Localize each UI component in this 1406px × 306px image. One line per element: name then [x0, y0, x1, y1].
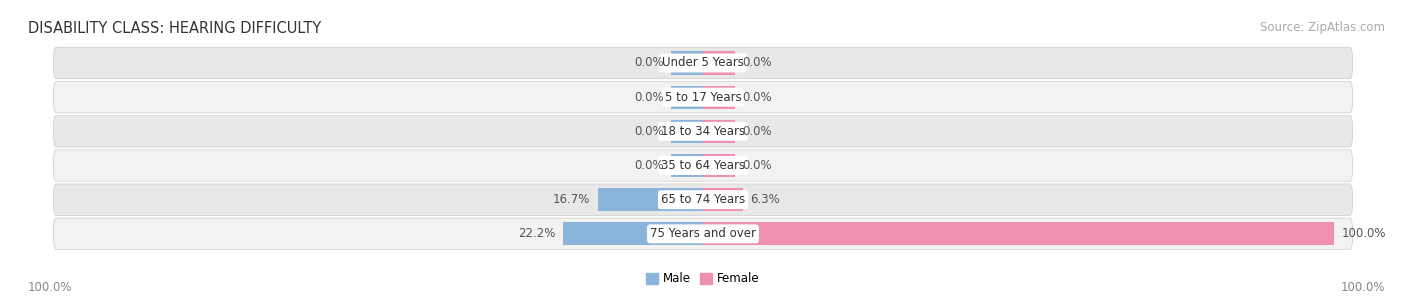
Text: 100.0%: 100.0%	[1340, 281, 1385, 294]
FancyBboxPatch shape	[53, 184, 1353, 215]
Bar	[703, 188, 742, 211]
Text: 0.0%: 0.0%	[634, 57, 664, 69]
FancyBboxPatch shape	[53, 150, 1353, 181]
Bar	[562, 222, 703, 245]
Text: 100.0%: 100.0%	[1341, 227, 1386, 240]
Legend: Male, Female: Male, Female	[641, 268, 765, 290]
Bar	[672, 86, 703, 109]
Bar	[672, 120, 703, 143]
Bar	[598, 188, 703, 211]
Bar	[703, 222, 1334, 245]
Text: 35 to 64 Years: 35 to 64 Years	[661, 159, 745, 172]
Bar	[672, 51, 703, 75]
Text: 5 to 17 Years: 5 to 17 Years	[665, 91, 741, 104]
Text: 0.0%: 0.0%	[634, 125, 664, 138]
Text: 0.0%: 0.0%	[634, 159, 664, 172]
FancyBboxPatch shape	[53, 116, 1353, 147]
Text: 0.0%: 0.0%	[634, 91, 664, 104]
Text: 65 to 74 Years: 65 to 74 Years	[661, 193, 745, 206]
Text: 16.7%: 16.7%	[553, 193, 591, 206]
Text: 0.0%: 0.0%	[742, 91, 772, 104]
Text: 0.0%: 0.0%	[742, 57, 772, 69]
Bar	[703, 51, 734, 75]
Text: 6.3%: 6.3%	[751, 193, 780, 206]
Text: Source: ZipAtlas.com: Source: ZipAtlas.com	[1260, 21, 1385, 34]
Text: Under 5 Years: Under 5 Years	[662, 57, 744, 69]
Bar	[672, 154, 703, 177]
Text: 22.2%: 22.2%	[517, 227, 555, 240]
Bar	[703, 154, 734, 177]
Text: 100.0%: 100.0%	[28, 281, 73, 294]
Text: 0.0%: 0.0%	[742, 125, 772, 138]
Bar	[703, 86, 734, 109]
Text: 0.0%: 0.0%	[742, 159, 772, 172]
Text: 18 to 34 Years: 18 to 34 Years	[661, 125, 745, 138]
FancyBboxPatch shape	[53, 47, 1353, 79]
Bar	[703, 120, 734, 143]
FancyBboxPatch shape	[53, 218, 1353, 250]
FancyBboxPatch shape	[53, 81, 1353, 113]
Text: DISABILITY CLASS: HEARING DIFFICULTY: DISABILITY CLASS: HEARING DIFFICULTY	[28, 21, 322, 36]
Text: 75 Years and over: 75 Years and over	[650, 227, 756, 240]
